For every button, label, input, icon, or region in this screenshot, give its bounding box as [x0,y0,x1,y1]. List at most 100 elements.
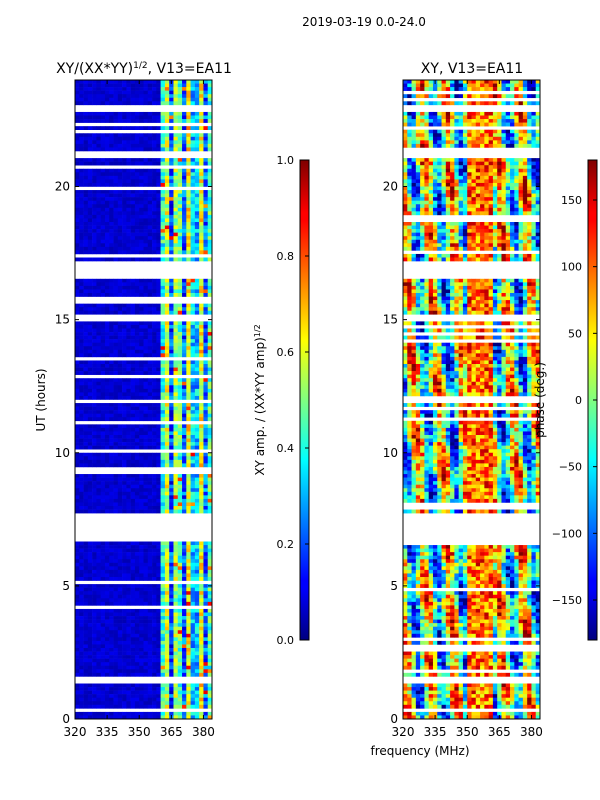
heatmap-cell [113,158,119,162]
heatmap-cell [87,587,93,592]
heatmap-cell [143,701,149,706]
heatmap-cell [113,395,119,400]
heatmap-cell [113,569,119,574]
heatmap-cell [117,289,123,294]
heatmap-cell [190,427,196,432]
heatmap-cell [164,431,170,436]
heatmap-cell [75,690,80,695]
heatmap-cell [109,491,114,496]
heatmap-cell [79,410,84,414]
heatmap-cell [100,552,106,556]
heatmap-cell [182,278,187,283]
heatmap-cell [169,395,174,400]
heatmap-cell [92,690,97,695]
heatmap-cell [190,111,196,116]
heatmap-cell [96,548,101,553]
heatmap-cell [147,119,153,123]
heatmap-cell [160,395,166,400]
heatmap-cell [505,122,511,127]
heatmap-cell [122,303,127,308]
heatmap-cell [117,690,123,695]
heatmap-cell [177,161,183,166]
heatmap-cell [471,133,477,138]
heatmap-cell [207,342,213,347]
heatmap-cell [75,474,80,478]
heatmap-cell [177,612,183,617]
heatmap-cell [203,90,209,95]
heatmap-cell [109,278,114,283]
heatmap-cell [92,321,97,326]
heatmap-cell [100,566,106,571]
heatmap-cell [152,665,157,670]
heatmap-cell [92,136,97,141]
heatmap-cell [126,559,131,564]
heatmap-cell [117,577,123,581]
heatmap-cell [186,80,191,84]
heatmap-cell [207,126,213,130]
heatmap-cell [415,101,421,106]
heatmap-cell [462,115,468,120]
heatmap-cell [109,349,114,354]
heatmap-cell [177,651,183,656]
heatmap-cell [109,644,114,649]
heatmap-cell [87,392,93,397]
heatmap-cell [96,133,101,138]
heatmap-cell [96,119,101,123]
heatmap-cell [207,630,213,635]
heatmap-cell [471,111,477,116]
heatmap-cell [139,321,144,326]
heatmap-cell [83,498,89,503]
heatmap-cell [186,190,191,194]
heatmap-cell [139,648,144,652]
heatmap-cell [186,648,191,652]
heatmap-cell [169,491,174,496]
heatmap-cell [143,601,149,606]
heatmap-cell [75,612,80,617]
heatmap-cell [96,207,101,212]
heatmap-cell [122,459,127,464]
heatmap-cell [156,573,161,578]
heatmap-cell [177,197,183,201]
heatmap-cell [199,704,204,709]
heatmap-cell [156,665,161,670]
heatmap-cell [104,207,110,212]
heatmap-cell [182,395,187,400]
heatmap-cell [177,509,183,514]
heatmap-cell [122,133,127,138]
heatmap-cell [100,119,106,123]
heatmap-cell [186,573,191,578]
heatmap-cell [87,403,93,407]
heatmap-cell [160,545,166,549]
heatmap-cell [182,342,187,347]
heatmap-cell [203,601,209,606]
heatmap-cell [130,222,136,226]
heatmap-cell [445,133,451,138]
heatmap-cell [87,335,93,340]
heatmap-cell [156,630,161,635]
heatmap-cell [104,711,110,716]
heatmap-cell [182,83,187,88]
heatmap-cell [147,658,153,663]
heatmap-cell [152,562,157,567]
heatmap-cell [134,587,140,592]
heatmap-cell [164,381,170,386]
heatmap-cell [104,172,110,177]
heatmap-cell [122,545,127,549]
heatmap-cell [203,431,209,436]
heatmap-cell [164,438,170,443]
heatmap-cell [467,101,472,106]
heatmap-cell [177,498,183,503]
heatmap-cell [139,115,144,120]
heatmap-cell [164,147,170,152]
heatmap-cell [75,406,80,411]
heatmap-cell [182,637,187,642]
heatmap-cell [531,136,537,141]
heatmap-cell [199,190,204,194]
heatmap-cell [182,367,187,372]
heatmap-cell [75,442,80,446]
heatmap-cell [109,442,114,446]
heatmap-cell [104,587,110,592]
heatmap-cell [122,640,127,645]
heatmap-cell [79,623,84,627]
heatmap-cell [126,90,131,95]
